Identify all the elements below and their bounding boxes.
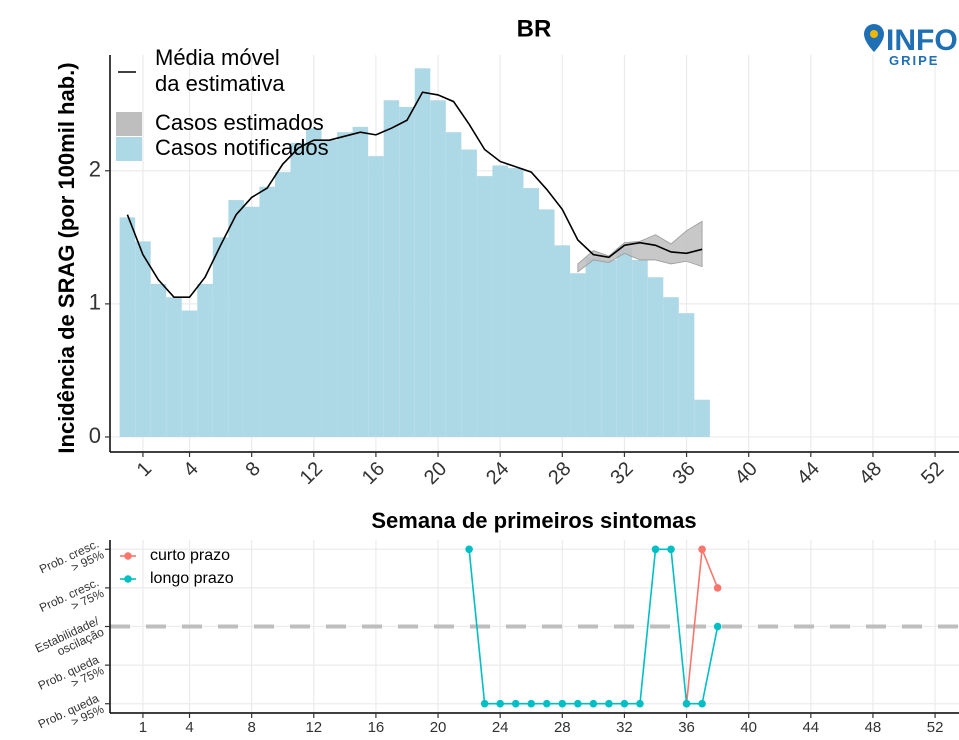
legend-label: longo prazo <box>150 570 234 587</box>
bar <box>306 128 322 437</box>
x-tick-label: 1 <box>139 719 147 736</box>
bar <box>647 277 664 437</box>
x-tick-label: 32 <box>616 719 633 736</box>
bar <box>228 200 244 437</box>
chart-title: BR <box>517 15 552 42</box>
logo: INFO GRIPE <box>864 24 958 68</box>
legend-label: Média móvel da estimativa <box>155 45 285 96</box>
trend-point <box>636 699 644 708</box>
bar <box>663 297 679 437</box>
y-tick-label: 2 <box>89 157 101 182</box>
legend-label: Casos notificados <box>155 135 329 160</box>
bar <box>678 313 695 437</box>
trend-point <box>651 545 660 554</box>
bar <box>259 186 275 437</box>
trend-point <box>496 699 504 708</box>
trend-point <box>527 699 536 708</box>
x-tick-label: 8 <box>247 719 255 736</box>
trend-point <box>605 699 613 708</box>
trend-point <box>558 699 567 708</box>
x-tick-label: 20 <box>430 719 447 736</box>
bar <box>507 168 524 437</box>
x-tick-label: 48 <box>865 719 882 736</box>
bar <box>383 100 400 437</box>
trend-point <box>511 699 520 708</box>
trend-point <box>620 699 629 708</box>
x-axis-title: Semana de primeiros sintomas <box>371 508 696 533</box>
bar <box>352 126 369 437</box>
bar <box>601 259 617 437</box>
bar <box>368 156 384 437</box>
bar <box>570 273 586 437</box>
bar <box>523 188 540 437</box>
legend-label: Casos estimados <box>155 110 324 135</box>
legend-swatch <box>116 137 142 161</box>
x-tick-label: 44 <box>802 719 819 736</box>
x-tick-label: 28 <box>554 719 571 736</box>
y-axis-title: Incidência de SRAG (por 100mil hab.) <box>54 62 79 453</box>
trend-point <box>480 699 489 708</box>
legend-swatch <box>124 575 132 583</box>
trend-point <box>682 699 691 708</box>
x-tick-label: 40 <box>740 719 757 736</box>
bar <box>492 165 508 437</box>
legend-swatch <box>116 112 142 136</box>
x-tick-label: 16 <box>368 719 385 736</box>
bar <box>321 140 338 437</box>
trend-point <box>589 699 598 708</box>
moving-average-line <box>126 91 703 299</box>
trend-point <box>542 699 551 708</box>
bar <box>243 206 260 437</box>
x-tick-label: 12 <box>305 719 322 736</box>
bar <box>554 245 571 437</box>
trend-point <box>713 622 722 631</box>
trend-point <box>465 545 473 554</box>
bar <box>212 237 229 437</box>
logo-pin-dot <box>870 30 878 38</box>
logo-text: INFO <box>886 24 958 57</box>
bar <box>337 132 353 437</box>
trend-point <box>713 584 722 592</box>
bar <box>166 297 182 437</box>
estimate-band <box>577 220 703 273</box>
y-tick-label: 1 <box>89 290 101 315</box>
trend-point <box>667 545 675 554</box>
bar <box>181 310 198 437</box>
bar <box>290 142 307 437</box>
bar <box>414 68 431 437</box>
bar <box>274 172 291 437</box>
trend-point <box>574 699 582 708</box>
bar <box>539 209 555 437</box>
bar <box>135 241 151 437</box>
trend-point <box>698 699 706 708</box>
bar <box>476 176 493 437</box>
x-tick-label: 24 <box>492 719 509 736</box>
x-tick-label: 52 <box>927 719 944 736</box>
bar <box>694 399 710 437</box>
trend-point <box>698 545 706 554</box>
bar <box>585 257 602 437</box>
bar <box>632 259 648 437</box>
bar <box>399 106 415 437</box>
bar <box>119 217 136 437</box>
bar <box>150 283 167 437</box>
legend-label: curto prazo <box>150 547 230 564</box>
bar <box>197 283 213 437</box>
x-tick-label: 36 <box>678 719 695 736</box>
bar <box>616 247 633 437</box>
x-tick-label: 4 <box>185 719 193 736</box>
logo-subtext: GRIPE <box>889 53 939 68</box>
y-tick-label: 0 <box>89 423 101 448</box>
bar <box>445 132 462 437</box>
bar <box>430 100 446 437</box>
bar <box>461 149 477 437</box>
legend-swatch <box>124 552 132 560</box>
